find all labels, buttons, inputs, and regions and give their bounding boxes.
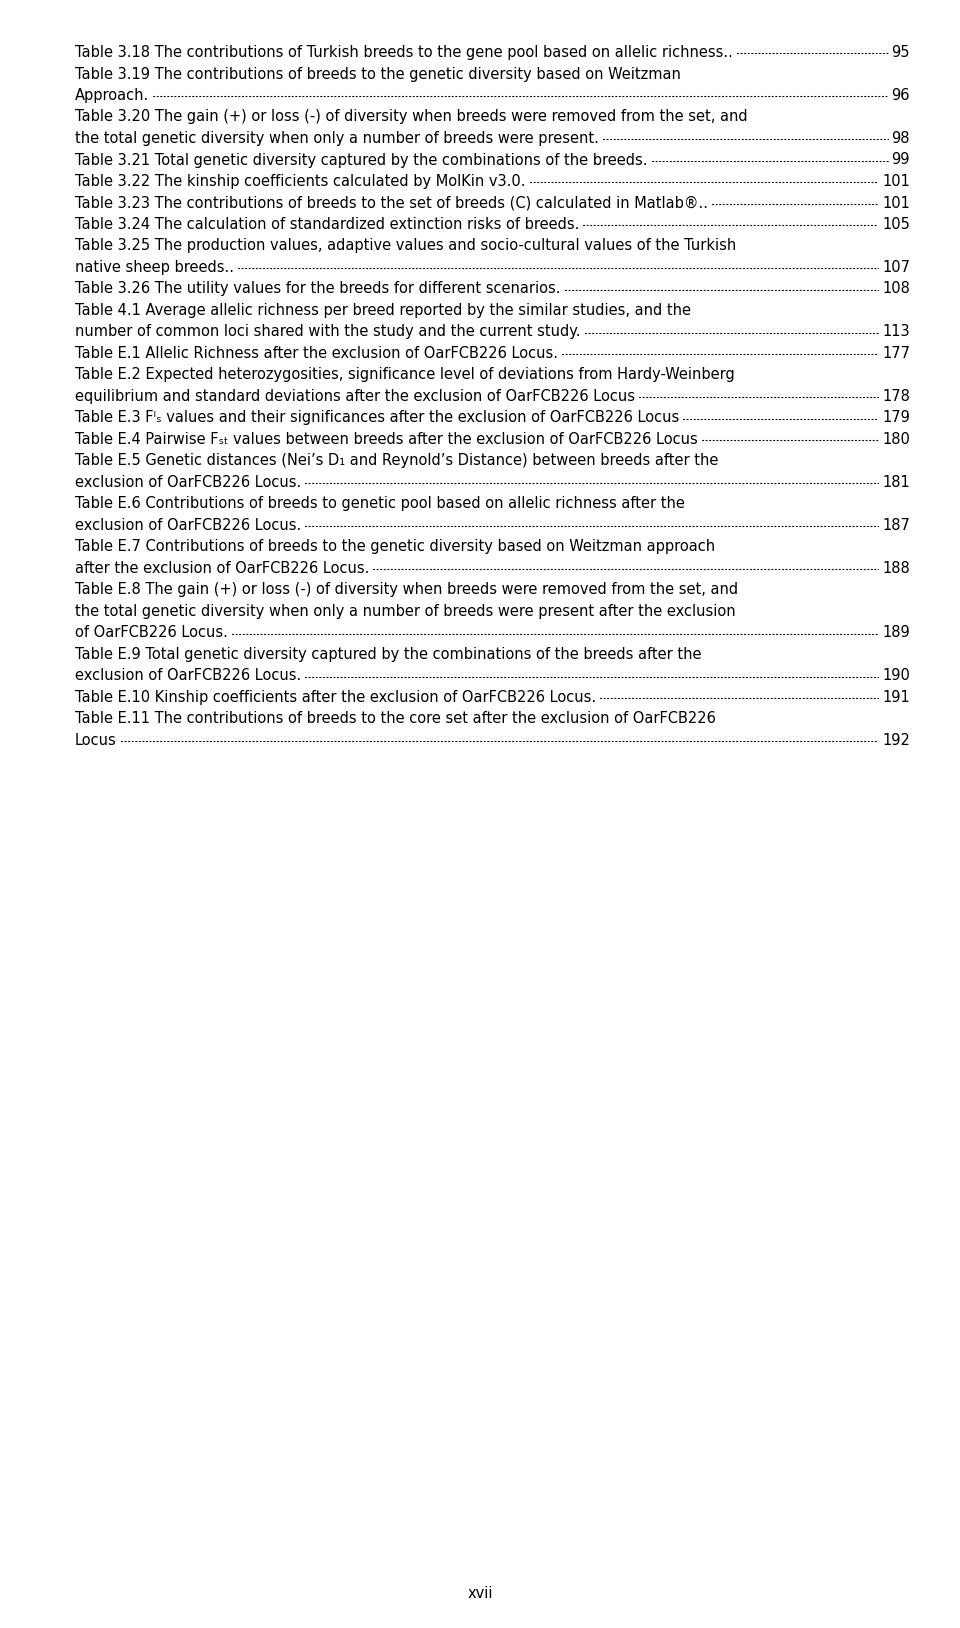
Text: 178: 178 bbox=[882, 389, 910, 404]
Text: Table E.8 The gain (+) or loss (-) of diversity when breeds were removed from th: Table E.8 The gain (+) or loss (-) of di… bbox=[75, 583, 738, 597]
Text: 189: 189 bbox=[882, 625, 910, 640]
Text: Table E.9 Total genetic diversity captured by the combinations of the breeds aft: Table E.9 Total genetic diversity captur… bbox=[75, 646, 702, 663]
Text: the total genetic diversity when only a number of breeds were present.: the total genetic diversity when only a … bbox=[75, 130, 599, 147]
Text: 177: 177 bbox=[882, 347, 910, 361]
Text: exclusion of OarFCB226 Locus.: exclusion of OarFCB226 Locus. bbox=[75, 518, 301, 532]
Text: 99: 99 bbox=[892, 153, 910, 168]
Text: Table 3.22 The kinship coefficients calculated by MolKin v3.0.: Table 3.22 The kinship coefficients calc… bbox=[75, 174, 525, 189]
Text: Table 3.19 The contributions of breeds to the genetic diversity based on Weitzma: Table 3.19 The contributions of breeds t… bbox=[75, 67, 681, 81]
Text: 101: 101 bbox=[882, 195, 910, 210]
Text: Table E.1 Allelic Richness after the exclusion of OarFCB226 Locus.: Table E.1 Allelic Richness after the exc… bbox=[75, 347, 558, 361]
Text: Table E.7 Contributions of breeds to the genetic diversity based on Weitzman app: Table E.7 Contributions of breeds to the… bbox=[75, 539, 715, 555]
Text: 181: 181 bbox=[882, 475, 910, 490]
Text: 113: 113 bbox=[882, 324, 910, 340]
Text: Approach.: Approach. bbox=[75, 88, 149, 103]
Text: of OarFCB226 Locus.: of OarFCB226 Locus. bbox=[75, 625, 228, 640]
Text: 188: 188 bbox=[882, 562, 910, 576]
Text: 95: 95 bbox=[892, 46, 910, 60]
Text: 187: 187 bbox=[882, 518, 910, 532]
Text: 98: 98 bbox=[892, 130, 910, 147]
Text: 101: 101 bbox=[882, 174, 910, 189]
Text: Table 3.23 The contributions of breeds to the set of breeds (C) calculated in Ma: Table 3.23 The contributions of breeds t… bbox=[75, 195, 708, 210]
Text: Table 3.24 The calculation of standardized extinction risks of breeds.: Table 3.24 The calculation of standardiz… bbox=[75, 217, 580, 233]
Text: 192: 192 bbox=[882, 733, 910, 747]
Text: Table E.2 Expected heterozygosities, significance level of deviations from Hardy: Table E.2 Expected heterozygosities, sig… bbox=[75, 368, 734, 383]
Text: Table 3.20 The gain (+) or loss (-) of diversity when breeds were removed from t: Table 3.20 The gain (+) or loss (-) of d… bbox=[75, 109, 748, 124]
Text: the total genetic diversity when only a number of breeds were present after the : the total genetic diversity when only a … bbox=[75, 604, 735, 619]
Text: Table E.5 Genetic distances (Nei’s D₁ and Reynold’s Distance) between breeds aft: Table E.5 Genetic distances (Nei’s D₁ an… bbox=[75, 454, 718, 469]
Text: 96: 96 bbox=[892, 88, 910, 103]
Text: Table E.10 Kinship coefficients after the exclusion of OarFCB226 Locus.: Table E.10 Kinship coefficients after th… bbox=[75, 690, 596, 705]
Text: Table E.6 Contributions of breeds to genetic pool based on allelic richness afte: Table E.6 Contributions of breeds to gen… bbox=[75, 497, 684, 511]
Text: Table E.4 Pairwise Fₛₜ values between breeds after the exclusion of OarFCB226 Lo: Table E.4 Pairwise Fₛₜ values between br… bbox=[75, 431, 698, 448]
Text: Table 4.1 Average allelic richness per breed reported by the similar studies, an: Table 4.1 Average allelic richness per b… bbox=[75, 303, 691, 317]
Text: 191: 191 bbox=[882, 690, 910, 705]
Text: 180: 180 bbox=[882, 431, 910, 448]
Text: 105: 105 bbox=[882, 217, 910, 233]
Text: exclusion of OarFCB226 Locus.: exclusion of OarFCB226 Locus. bbox=[75, 475, 301, 490]
Text: native sheep breeds..: native sheep breeds.. bbox=[75, 260, 234, 275]
Text: Table 3.21 Total genetic diversity captured by the combinations of the breeds.: Table 3.21 Total genetic diversity captu… bbox=[75, 153, 647, 168]
Text: Table E.11 The contributions of breeds to the core set after the exclusion of Oa: Table E.11 The contributions of breeds t… bbox=[75, 711, 716, 726]
Text: equilibrium and standard deviations after the exclusion of OarFCB226 Locus: equilibrium and standard deviations afte… bbox=[75, 389, 635, 404]
Text: Table 3.26 The utility values for the breeds for different scenarios.: Table 3.26 The utility values for the br… bbox=[75, 282, 561, 296]
Text: xvii: xvii bbox=[468, 1586, 492, 1600]
Text: exclusion of OarFCB226 Locus.: exclusion of OarFCB226 Locus. bbox=[75, 669, 301, 684]
Text: number of common loci shared with the study and the current study.: number of common loci shared with the st… bbox=[75, 324, 581, 340]
Text: Table E.3 Fᴵₛ values and their significances after the exclusion of OarFCB226 Lo: Table E.3 Fᴵₛ values and their significa… bbox=[75, 410, 680, 425]
Text: 108: 108 bbox=[882, 282, 910, 296]
Text: 190: 190 bbox=[882, 669, 910, 684]
Text: Table 3.18 The contributions of Turkish breeds to the gene pool based on allelic: Table 3.18 The contributions of Turkish … bbox=[75, 46, 732, 60]
Text: after the exclusion of OarFCB226 Locus.: after the exclusion of OarFCB226 Locus. bbox=[75, 562, 370, 576]
Text: 179: 179 bbox=[882, 410, 910, 425]
Text: Table 3.25 The production values, adaptive values and socio-cultural values of t: Table 3.25 The production values, adapti… bbox=[75, 238, 736, 254]
Text: 107: 107 bbox=[882, 260, 910, 275]
Text: Locus: Locus bbox=[75, 733, 117, 747]
